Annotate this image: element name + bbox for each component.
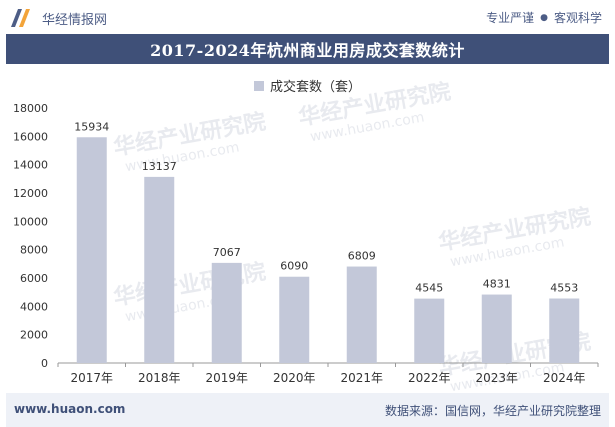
- x-tick-label: 2018年: [138, 371, 181, 385]
- x-tick-label: 2017年: [70, 371, 113, 385]
- bar[interactable]: [211, 262, 242, 363]
- y-tick-label: 18000: [13, 102, 48, 115]
- y-tick-label: 0: [41, 357, 48, 370]
- bar[interactable]: [76, 137, 107, 363]
- x-tick-label: 2019年: [205, 371, 248, 385]
- bar-value-label: 4831: [483, 278, 511, 291]
- y-tick-label: 16000: [13, 130, 48, 143]
- title-bar: 2017-2024年杭州商业用房成交套数统计: [6, 34, 609, 64]
- y-tick-label: 12000: [13, 187, 48, 200]
- bar[interactable]: [144, 176, 175, 363]
- y-tick-label: 4000: [20, 300, 48, 313]
- bar-value-label: 13137: [142, 160, 177, 173]
- x-tick-label: 2022年: [408, 371, 451, 385]
- bar-value-label: 7067: [213, 246, 241, 259]
- chart-title: 2017-2024年杭州商业用房成交套数统计: [150, 41, 465, 60]
- y-tick-label: 10000: [13, 215, 48, 228]
- brand-name[interactable]: 华经情报网: [42, 13, 108, 28]
- legend-label: 成交套数（套）: [269, 80, 361, 95]
- x-tick-label: 2023年: [475, 371, 518, 385]
- y-tick-label: 14000: [13, 159, 48, 172]
- bar-value-label: 15934: [74, 120, 109, 133]
- bar[interactable]: [346, 266, 377, 363]
- x-tick-label: 2020年: [273, 371, 316, 385]
- y-tick-label: 6000: [20, 272, 48, 285]
- tagline-right: 客观科学: [553, 11, 602, 25]
- x-tick-label: 2024年: [543, 371, 586, 385]
- bar-value-label: 6090: [280, 260, 308, 273]
- y-tick-label: 2000: [20, 329, 48, 342]
- y-tick-label: 8000: [20, 244, 48, 257]
- bar[interactable]: [279, 276, 310, 363]
- bar[interactable]: [414, 298, 445, 363]
- footer-url[interactable]: www.huaon.com: [14, 402, 126, 416]
- header-bar: 华经情报网 专业严谨 ● 客观科学: [0, 0, 615, 34]
- tagline-separator: ●: [540, 12, 548, 23]
- legend-swatch: [253, 80, 264, 91]
- legend: 成交套数（套）: [0, 76, 615, 95]
- bar-value-label: 6809: [348, 250, 376, 263]
- x-tick-label: 2021年: [340, 371, 383, 385]
- bar[interactable]: [549, 298, 580, 363]
- bar-value-label: 4545: [415, 282, 443, 295]
- tagline-left: 专业严谨: [486, 11, 535, 25]
- footer-source: 数据来源：国信网，华经产业研究院整理: [384, 404, 601, 418]
- footer-bar: www.huaon.com 数据来源：国信网，华经产业研究院整理: [6, 393, 609, 427]
- bar[interactable]: [481, 294, 512, 363]
- tagline: 专业严谨 ● 客观科学: [486, 9, 602, 26]
- brand-logo-icon: [11, 9, 30, 27]
- bar-value-label: 4553: [550, 281, 578, 294]
